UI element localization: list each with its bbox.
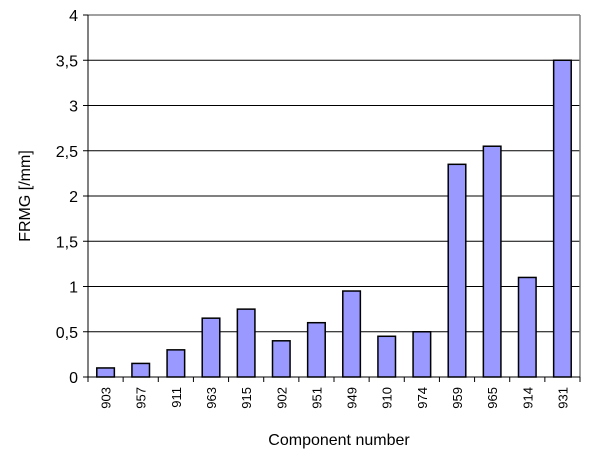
x-tick-label: 910 (380, 387, 395, 409)
bar-911 (166, 349, 186, 378)
axes (83, 14, 581, 382)
y-tick-label: 1 (69, 280, 78, 297)
y-tick-label: 3 (69, 99, 78, 116)
x-tick-label: 951 (309, 387, 324, 409)
x-tick-label: 902 (274, 387, 289, 409)
x-tick-label: 974 (415, 387, 430, 409)
y-axis-title: FRMG [/mm] (17, 150, 34, 242)
bar-965 (482, 145, 502, 378)
x-tick-label: 957 (134, 387, 149, 409)
x-tick-label: 931 (555, 387, 570, 409)
y-tick-label: 3,5 (56, 53, 78, 70)
y-tick-label: 0 (69, 370, 78, 387)
bar-914 (517, 276, 537, 378)
y-tick-labels: 0 0,5 1 1,5 2 2,5 3 3,5 4 (56, 8, 78, 387)
x-tick-label: 949 (345, 387, 360, 409)
gridlines (88, 59, 580, 333)
x-tick-label: 914 (520, 387, 535, 409)
y-tick-label: 1,5 (56, 234, 78, 251)
x-tick-label: 911 (169, 387, 184, 408)
bar-910 (377, 335, 397, 378)
bar-931 (552, 59, 572, 378)
y-tick-label: 4 (69, 8, 78, 25)
x-tick-label: 965 (485, 387, 500, 409)
y-tick-label: 0,5 (56, 325, 78, 342)
bar-903 (96, 367, 116, 378)
x-tick-label: 903 (99, 387, 114, 409)
x-tick-label: 959 (450, 387, 465, 409)
x-tick-label: 963 (204, 387, 219, 409)
bar-951 (306, 321, 326, 378)
x-tick-labels: 903 957 911 963 915 902 951 949 910 974 959 965 914 9… (99, 387, 571, 409)
bar-957 (131, 362, 151, 378)
bar-902 (271, 340, 291, 378)
x-axis-title: Component number (268, 432, 410, 449)
x-tick-label: 915 (239, 387, 254, 409)
y-tick-label: 2 (69, 189, 78, 206)
y-tick-label: 2,5 (56, 144, 78, 161)
bars (96, 59, 572, 378)
bar-959 (447, 163, 467, 378)
bar-963 (201, 317, 221, 378)
bar-949 (342, 290, 362, 378)
bar-974 (412, 331, 432, 378)
bar-915 (236, 308, 256, 378)
